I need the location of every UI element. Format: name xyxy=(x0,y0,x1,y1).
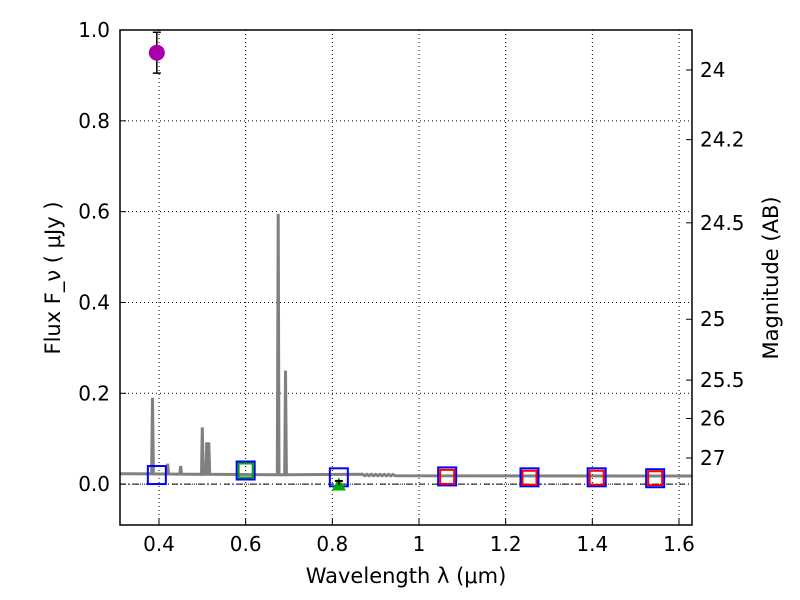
y-tick-label: 0.2 xyxy=(78,381,110,405)
right-axis-label: Magnitude (AB) xyxy=(759,196,783,359)
y-tick-label: 0.0 xyxy=(78,472,110,496)
y-tick-label: 1.0 xyxy=(78,18,110,42)
model-red-marker xyxy=(588,469,605,486)
y-tick-label: 0.6 xyxy=(78,200,110,224)
model-green-marker xyxy=(237,462,254,479)
right-tick-label: 24.5 xyxy=(700,211,745,235)
right-tick-label: 25 xyxy=(700,307,725,331)
x-axis-label: Wavelength λ (μm) xyxy=(306,564,507,588)
model-blue-marker xyxy=(235,460,256,481)
right-tick-label: 26 xyxy=(700,406,725,430)
model-red-marker xyxy=(439,468,456,485)
model-spectrum xyxy=(119,213,693,478)
y-axis-label: Flux F_ν ( μJy ) xyxy=(41,201,66,354)
model-blue-marker xyxy=(146,465,167,486)
x-tick-label: 1.4 xyxy=(576,532,608,556)
right-tick-label: 24 xyxy=(700,58,725,82)
x-tick-label: 0.6 xyxy=(230,532,262,556)
model-blue-marker xyxy=(645,468,666,489)
y-tick-label: 0.4 xyxy=(78,290,110,314)
x-tick-label: 0.8 xyxy=(316,532,348,556)
right-tick-label: 25.5 xyxy=(700,368,745,392)
model-blue-marker xyxy=(586,467,607,488)
measured-point xyxy=(148,44,165,61)
x-tick-label: 1 xyxy=(413,532,426,556)
model-red-marker xyxy=(647,470,664,487)
model-blue-marker xyxy=(437,466,458,487)
right-tick-label: 24.2 xyxy=(700,128,745,152)
x-tick-label: 1.6 xyxy=(663,532,695,556)
right-tick-label: 27 xyxy=(700,446,725,470)
plot-area xyxy=(119,31,693,491)
axes-frame xyxy=(119,29,693,526)
ticks: 0.4 0.6 0.8 1 1.2 1.4 1.6 0.0 0.2 0.4 0.6 0.8 1.0 24 2… xyxy=(78,18,744,556)
model-red-marker xyxy=(521,469,538,486)
x-tick-label: 1.2 xyxy=(490,532,522,556)
y-tick-label: 0.8 xyxy=(78,109,110,133)
model-blue-marker xyxy=(519,467,540,488)
x-tick-label: 0.4 xyxy=(143,532,175,556)
